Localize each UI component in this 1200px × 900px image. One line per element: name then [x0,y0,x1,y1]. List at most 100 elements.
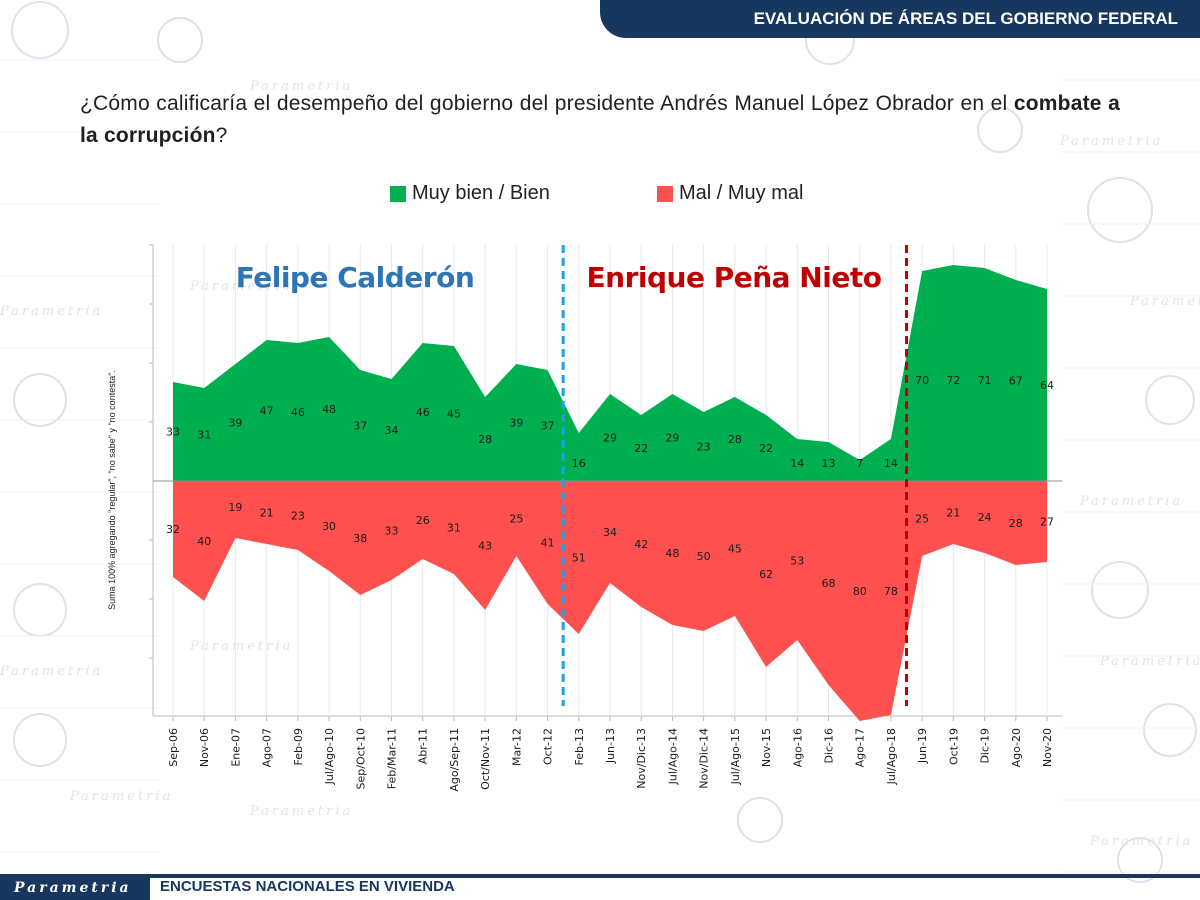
chart-legend: Muy bien / Bien Mal / Muy mal [0,182,1200,212]
legend-item-negative: Mal / Muy mal [657,182,803,205]
data-label-positive: 64 [1040,379,1054,392]
data-label-positive: 16 [572,457,586,470]
data-label-negative: 32 [166,523,180,536]
data-label-positive: 28 [478,433,492,446]
data-label-positive: 13 [822,457,836,470]
data-label-positive: 7 [856,457,863,470]
bg-watermark-text: Parametria [0,664,103,679]
bg-circle-6 [1145,375,1195,425]
x-tick-label: Ene-07 [229,728,242,767]
x-tick-label: Dic-16 [823,728,836,764]
x-tick-label: Ago-20 [1010,728,1023,767]
question-part1: ¿Cómo calificaría el desempeño del gobie… [80,92,1008,115]
data-label-negative: 41 [541,537,555,550]
data-label-negative: 30 [322,520,336,533]
data-label-negative: 62 [759,568,773,581]
data-label-positive: 67 [1009,375,1023,388]
data-label-negative: 80 [853,585,867,598]
x-tick-label: Jul/Ago-18 [885,728,898,785]
x-tick-label: Jul/Ago-15 [729,728,742,785]
x-tick-label: Nov-20 [1041,728,1054,767]
legend-label-positive: Muy bien / Bien [412,182,550,204]
bg-watermark-text: Parametria [0,304,103,319]
question-end: ? [215,124,228,147]
bg-watermark-text: Parametria [1089,834,1193,849]
footer-text: ENCUESTAS NACIONALES EN VIVIENDA [160,878,455,895]
period-label: Enrique Peña Nieto [587,261,882,294]
x-tick-label: Nov/Dic-14 [698,728,711,789]
legend-swatch-negative [657,185,673,202]
data-label-negative: 24 [978,511,992,524]
data-label-positive: 29 [603,432,617,445]
data-label-negative: 53 [790,555,804,568]
x-tick-label: Jul/Ago-14 [666,728,679,785]
data-label-negative: 34 [603,526,617,539]
data-label-positive: 39 [228,417,242,430]
data-label-negative: 27 [1040,516,1054,529]
bg-circle-4 [1087,177,1153,243]
x-tick-label: Nov-15 [760,728,773,767]
bg-watermark-text: Parametria [189,639,293,654]
data-label-negative: 68 [822,577,836,590]
period-label: Felipe Calderón [236,261,475,294]
x-tick-label: Feb-09 [292,728,305,765]
data-label-positive: 45 [447,408,461,421]
data-label-positive: 34 [385,424,399,437]
bg-circle-11 [737,797,783,843]
x-tick-label: Ago/Sep-11 [448,728,461,792]
series-area-muy-bien-bien [173,265,1047,481]
data-label-negative: 50 [697,550,711,563]
x-tick-label: Mar-12 [510,728,523,766]
data-label-negative: 19 [228,501,242,514]
data-label-negative: 42 [634,538,648,551]
bg-circle-9 [1143,703,1197,757]
data-label-negative: 21 [946,507,960,520]
data-label-negative: 28 [1009,517,1023,530]
bg-circle-8 [1091,561,1149,619]
bg-circle-1 [157,17,203,63]
x-tick-label: Nov/Dic-13 [635,728,648,789]
bg-circle-5 [13,373,67,427]
legend-item-positive: Muy bien / Bien [390,182,550,205]
data-label-negative: 38 [353,532,367,545]
x-tick-label: Sep/Oct-10 [354,728,367,789]
data-label-negative: 43 [478,540,492,553]
x-tick-label: Feb-13 [573,728,586,765]
data-label-positive: 37 [353,420,367,433]
footer-logo: Parametria [0,876,150,900]
data-label-positive: 29 [665,432,679,445]
x-tick-label: Jul/Ago-10 [323,728,336,785]
bg-watermark-text: Parametria [189,279,293,294]
header-title-bar: EVALUACIÓN DE ÁREAS DEL GOBIERNO FEDERAL [600,0,1200,38]
data-label-positive: 33 [166,426,180,439]
x-tick-label: Jun-13 [604,728,617,764]
data-label-positive: 71 [978,374,992,387]
bg-circle-12 [1117,837,1163,883]
bg-watermark-text: Parametria [1079,494,1183,509]
data-label-negative: 33 [385,525,399,538]
data-label-positive: 14 [790,457,804,470]
data-label-negative: 31 [447,522,461,535]
x-tick-label: Ago-16 [791,728,804,767]
bg-watermark-text: Parametria [69,789,173,804]
bg-watermark-text: Parametria [249,79,353,94]
data-label-positive: 39 [509,417,523,430]
x-tick-label: Oct-12 [542,728,555,765]
data-label-negative: 48 [665,547,679,560]
x-tick-label: Nov-06 [198,728,211,767]
data-label-negative: 45 [728,543,742,556]
data-label-positive: 31 [197,429,211,442]
data-label-positive: 48 [322,403,336,416]
data-label-positive: 70 [915,374,929,387]
bg-circle-3 [977,107,1023,153]
data-label-negative: 26 [416,514,430,527]
data-label-negative: 23 [291,510,305,523]
data-label-positive: 28 [728,433,742,446]
bg-circle-10 [13,713,67,767]
data-label-positive: 46 [416,406,430,419]
data-label-negative: 40 [197,535,211,548]
bg-watermark-text: Parametria [249,804,353,819]
footer-line [0,874,1200,878]
